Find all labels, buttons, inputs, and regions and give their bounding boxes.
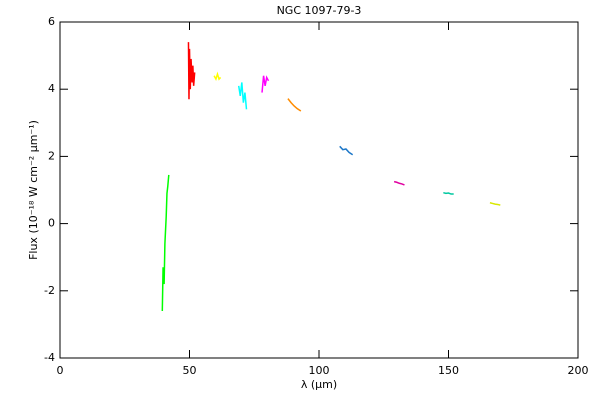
y-axis-label: Flux (10⁻¹⁸ W cm⁻² μm⁻¹) xyxy=(27,120,40,260)
spectrum-segment xyxy=(213,71,222,82)
spectrum-segment xyxy=(187,42,196,100)
x-tick-label: 100 xyxy=(309,364,330,377)
spectrum-segment xyxy=(393,180,405,186)
spectrum-segment xyxy=(161,174,170,311)
x-axis-label: λ (μm) xyxy=(301,378,337,391)
x-tick-label: 150 xyxy=(438,364,459,377)
spectrum-segment xyxy=(261,75,270,93)
spectrum-segment xyxy=(443,191,454,195)
y-tick-label: -2 xyxy=(44,284,55,297)
x-tick-label: 200 xyxy=(568,364,589,377)
x-tick-label: 50 xyxy=(183,364,197,377)
y-tick-label: 2 xyxy=(48,149,55,162)
y-tick-label: 0 xyxy=(48,217,55,230)
y-tick-label: -4 xyxy=(44,351,55,364)
chart-title: NGC 1097-79-3 xyxy=(277,4,362,17)
y-tick-label: 6 xyxy=(48,15,55,28)
spectrum-segment xyxy=(237,82,248,110)
plot-frame xyxy=(59,21,579,359)
spectrum-segment xyxy=(489,202,501,206)
spectrum-segment xyxy=(339,145,354,156)
spectrum-segment xyxy=(287,98,302,112)
x-tick-label: 0 xyxy=(57,364,64,377)
y-tick-label: 4 xyxy=(48,82,55,95)
